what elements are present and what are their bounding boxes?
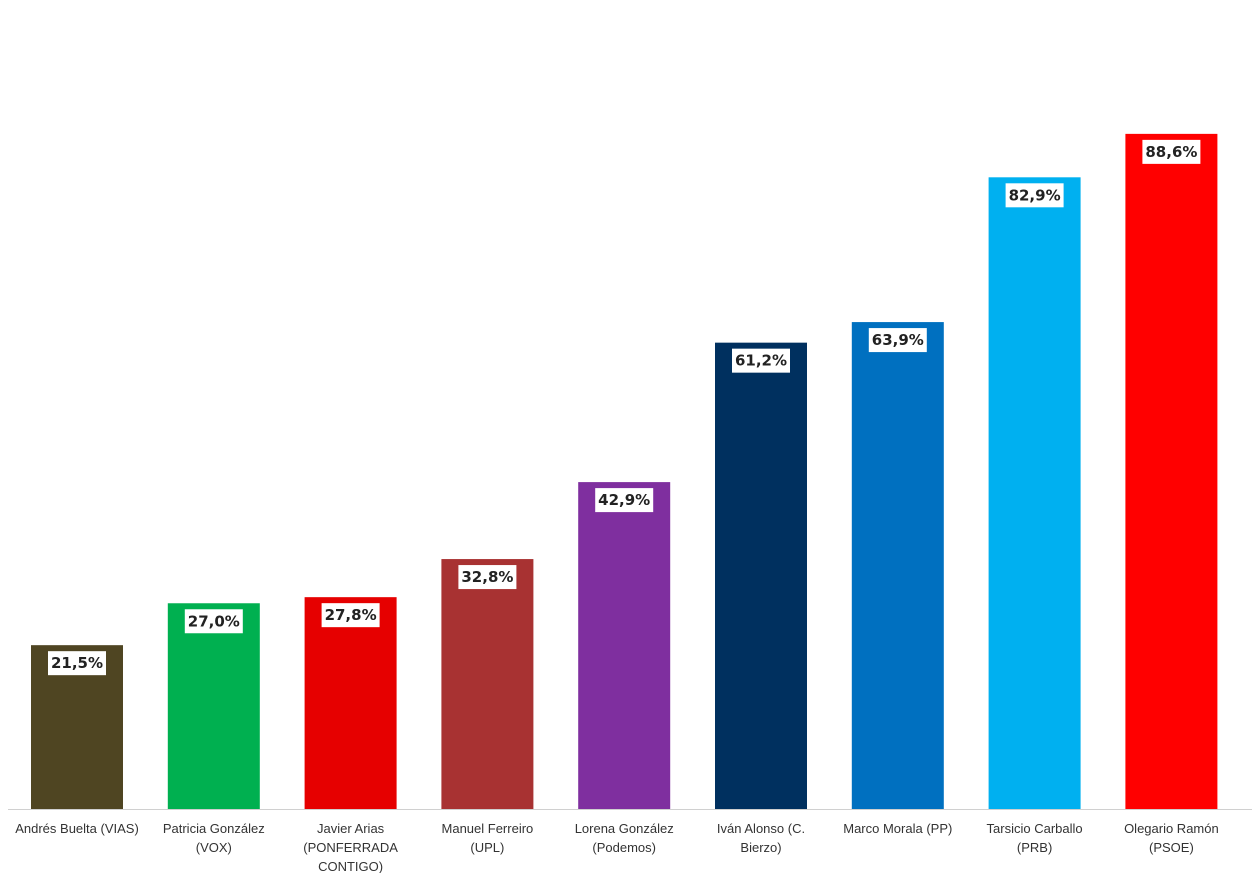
category-label-line: Lorena González bbox=[575, 821, 674, 836]
data-label-box bbox=[1005, 183, 1064, 208]
category-label-line: (Podemos) bbox=[592, 840, 656, 855]
data-label-box bbox=[732, 348, 790, 373]
category-label-5: Lorena González (Podemos) bbox=[575, 821, 674, 855]
data-labels-group: 21,5% 27,0% 27,8% 32,8% 42,9% 61,2% 63,9% 82,9%… bbox=[48, 139, 1201, 676]
data-label-box bbox=[321, 603, 380, 628]
bar-2 bbox=[167, 603, 260, 809]
category-label-line: (PRB) bbox=[1017, 840, 1052, 855]
data-label-9: 88,6% bbox=[1142, 139, 1201, 164]
category-label-line: Olegario Ramón bbox=[1124, 821, 1219, 836]
category-label-3: Javier Arias (PONFERRADA CONTIGO) bbox=[303, 821, 398, 873]
data-label-3: 27,8% bbox=[321, 603, 380, 628]
data-label-text: 32,8% bbox=[461, 568, 513, 586]
category-label-line: Iván Alonso (C. bbox=[717, 821, 805, 836]
category-label-line: (PONFERRADA bbox=[303, 840, 398, 855]
category-label-2: Patricia González (VOX) bbox=[163, 821, 265, 855]
category-label-line: Manuel Ferreiro bbox=[442, 821, 534, 836]
category-label-line: CONTIGO) bbox=[318, 859, 383, 873]
data-label-text: 42,9% bbox=[598, 491, 650, 509]
data-label-box bbox=[458, 565, 517, 590]
category-label-line: Tarsicio Carballo bbox=[987, 821, 1083, 836]
bar-4 bbox=[441, 559, 534, 809]
category-label-4: Manuel Ferreiro (UPL) bbox=[442, 821, 534, 855]
category-label-line: (UPL) bbox=[470, 840, 504, 855]
data-label-5: 42,9% bbox=[595, 488, 654, 513]
data-label-box bbox=[48, 651, 106, 676]
category-label-6: Iván Alonso (C. Bierzo) bbox=[717, 821, 805, 855]
category-labels-group: Andrés Buelta (VIAS) Patricia González (VO… bbox=[15, 821, 1219, 873]
data-label-8: 82,9% bbox=[1005, 183, 1064, 208]
bar-6 bbox=[715, 342, 807, 809]
data-label-box bbox=[184, 609, 243, 634]
data-label-text: 63,9% bbox=[872, 331, 924, 349]
bar-9 bbox=[1125, 133, 1218, 810]
data-label-7: 63,9% bbox=[868, 328, 927, 353]
data-label-box bbox=[868, 328, 927, 353]
category-label-line: (VOX) bbox=[196, 840, 232, 855]
bar-8 bbox=[988, 177, 1081, 809]
data-label-text: 27,0% bbox=[188, 612, 240, 630]
data-label-text: 27,8% bbox=[325, 606, 377, 624]
category-label-line: Andrés Buelta (VIAS) bbox=[15, 821, 139, 836]
category-label-line: (PSOE) bbox=[1149, 840, 1194, 855]
data-label-text: 82,9% bbox=[1009, 186, 1061, 204]
data-label-1: 21,5% bbox=[48, 651, 106, 676]
bars-group bbox=[31, 133, 1218, 810]
category-label-8: Tarsicio Carballo (PRB) bbox=[987, 821, 1083, 855]
data-label-box bbox=[595, 488, 654, 513]
data-label-2: 27,0% bbox=[184, 609, 243, 634]
data-label-text: 61,2% bbox=[735, 352, 787, 370]
bar-7 bbox=[851, 322, 944, 809]
category-label-line: Patricia González bbox=[163, 821, 265, 836]
category-label-1: Andrés Buelta (VIAS) bbox=[15, 821, 139, 836]
data-label-4: 32,8% bbox=[458, 565, 517, 590]
data-label-box bbox=[1142, 139, 1201, 164]
category-label-9: Olegario Ramón (PSOE) bbox=[1124, 821, 1219, 855]
data-label-text: 21,5% bbox=[51, 654, 103, 672]
data-label-6: 61,2% bbox=[732, 348, 790, 373]
category-label-line: Javier Arias bbox=[317, 821, 385, 836]
bar-3 bbox=[304, 597, 397, 809]
data-label-text: 88,6% bbox=[1145, 143, 1197, 161]
category-label-line: Marco Morala (PP) bbox=[843, 821, 952, 836]
bar-5 bbox=[578, 482, 671, 809]
category-label-line: Bierzo) bbox=[740, 840, 781, 855]
category-label-7: Marco Morala (PP) bbox=[843, 821, 952, 836]
